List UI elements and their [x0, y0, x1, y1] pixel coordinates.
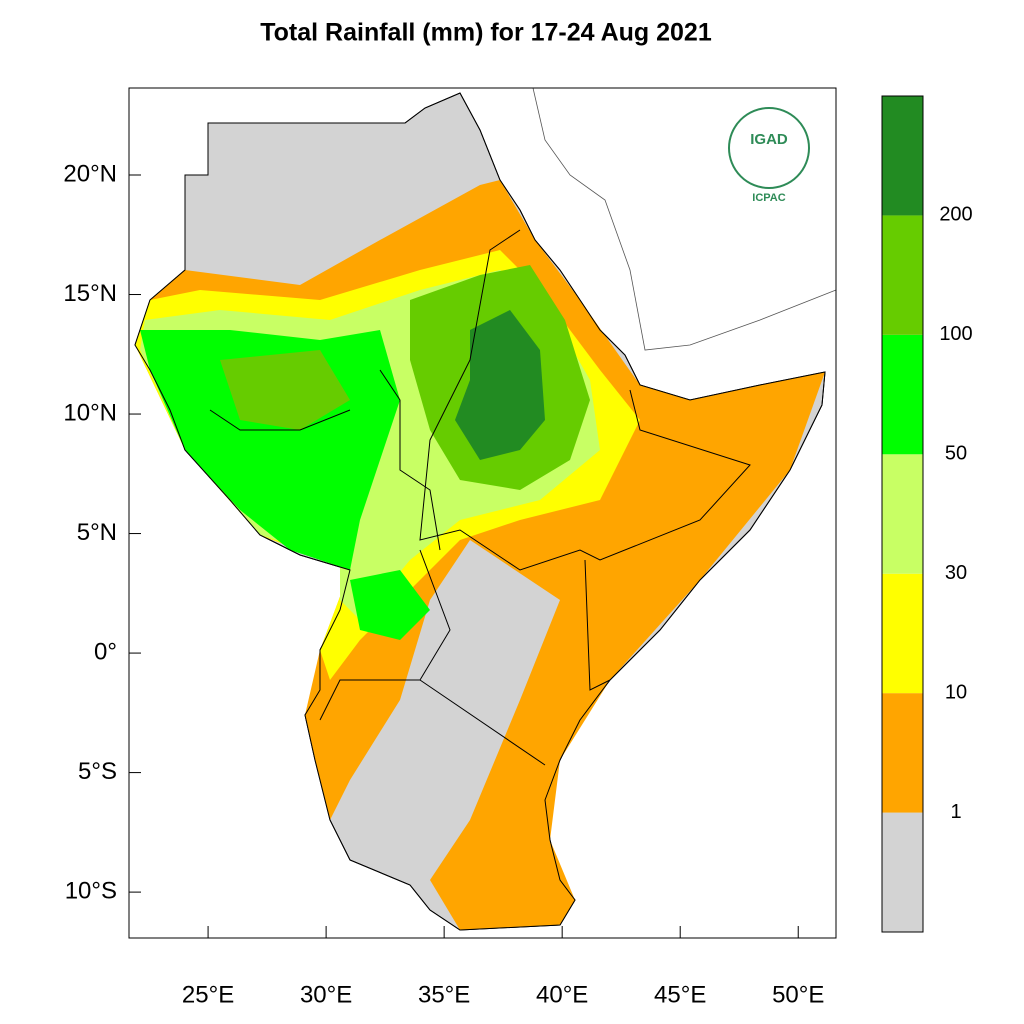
colorbar-segment [882, 454, 923, 574]
title: Total Rainfall (mm) for 17-24 Aug 2021 [260, 19, 712, 47]
colorbar-segment [882, 693, 923, 813]
x-tick-label: 45°E [654, 981, 706, 1008]
y-tick-label: 0° [94, 638, 117, 665]
colorbar-frame [881, 95, 924, 933]
coastline [532, 87, 837, 351]
logo-caption: ICPAC [752, 192, 785, 204]
y-tick-label: 10°S [65, 877, 117, 904]
y-tick-label: 10°N [63, 399, 117, 426]
colorbar-label: 30 [945, 562, 967, 584]
borders [209, 229, 751, 766]
x-tick-label: 25°E [182, 981, 234, 1008]
map-area: IGAD ICPAC [128, 87, 837, 939]
colorbar-label: 10 [945, 681, 967, 703]
colorbar-label: 1 [950, 801, 961, 823]
rain-green [140, 330, 430, 640]
colorbar-segment [882, 96, 923, 216]
region-outline [134, 92, 826, 931]
colorbar-label: 100 [939, 323, 972, 345]
x-tick-label: 50°E [772, 981, 824, 1008]
colorbar-label: 200 [939, 204, 972, 226]
logo-ring [728, 107, 810, 189]
x-tick-label: 30°E [300, 981, 352, 1008]
y-tick-label: 15°N [63, 280, 117, 307]
colorbar-segment [882, 215, 923, 335]
y-tick-label: 5°S [78, 758, 117, 785]
x-tick-label: 35°E [418, 981, 470, 1008]
colorbar-label: 50 [945, 443, 967, 465]
y-tick-label: 5°N [77, 519, 117, 546]
rain-darkgreen [455, 310, 545, 460]
logo: IGAD ICPAC [728, 107, 810, 204]
colorbar-segment [882, 573, 923, 694]
y-tick-label: 20°N [63, 160, 117, 187]
x-tick-label: 40°E [536, 981, 588, 1008]
logo-name: IGAD [750, 131, 788, 148]
map-frame [128, 87, 837, 939]
colorbar-segment [882, 812, 923, 932]
colorbar-segment [882, 334, 923, 455]
